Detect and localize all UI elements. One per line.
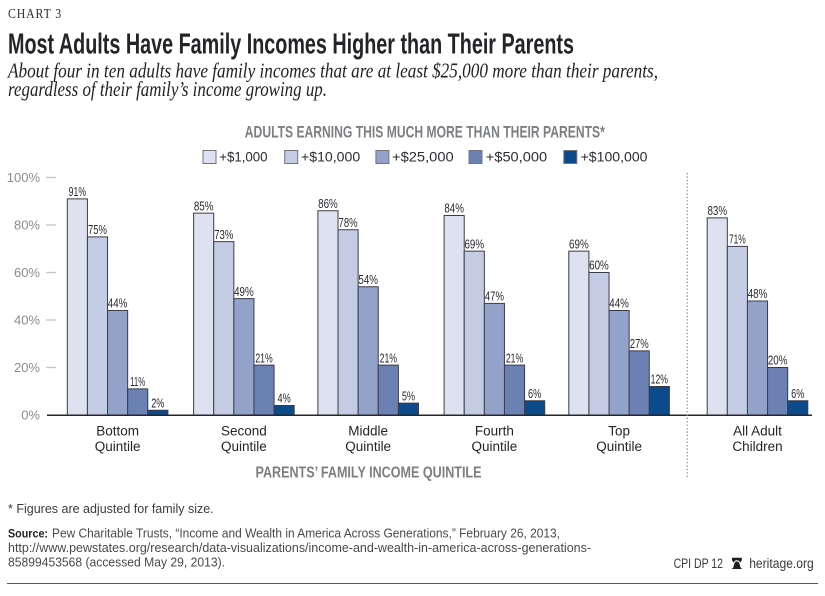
svg-text:About four in ten adults have: About four in ten adults have family inc… bbox=[6, 58, 658, 82]
svg-text:Quintile: Quintile bbox=[345, 439, 391, 454]
svg-text:69%: 69% bbox=[569, 236, 589, 251]
svg-text:69%: 69% bbox=[464, 236, 484, 251]
svg-text:ADULTS EARNING THIS MUCH MORE: ADULTS EARNING THIS MUCH MORE THAN THEIR… bbox=[245, 124, 605, 142]
svg-text:Second: Second bbox=[221, 424, 267, 439]
svg-text:Fourth: Fourth bbox=[475, 424, 514, 439]
svg-text:All Adult: All Adult bbox=[733, 424, 782, 439]
svg-text:20%: 20% bbox=[768, 353, 788, 368]
svg-text:+$10,000: +$10,000 bbox=[301, 150, 360, 165]
svg-text:CHART 3: CHART 3 bbox=[8, 7, 62, 22]
svg-text:100%: 100% bbox=[7, 170, 41, 185]
svg-text:21%: 21% bbox=[380, 350, 398, 365]
svg-text:85899453568 (accessed May 29,: 85899453568 (accessed May 29, 2013). bbox=[8, 556, 225, 570]
svg-text:78%: 78% bbox=[339, 215, 358, 230]
svg-text:CPI DP 12: CPI DP 12 bbox=[674, 556, 723, 571]
svg-text:6%: 6% bbox=[791, 386, 805, 401]
svg-text:54%: 54% bbox=[358, 272, 378, 287]
svg-text:71%: 71% bbox=[729, 232, 746, 247]
svg-text:Quintile: Quintile bbox=[95, 439, 141, 454]
svg-text:+$50,000: +$50,000 bbox=[486, 150, 547, 165]
svg-text:* Figures are adjusted for fam: * Figures are adjusted for family size. bbox=[8, 502, 214, 516]
svg-text:Source:: Source: bbox=[8, 527, 48, 541]
svg-text:Quintile: Quintile bbox=[596, 439, 642, 454]
svg-text:Middle: Middle bbox=[348, 424, 388, 439]
svg-text:84%: 84% bbox=[444, 201, 464, 216]
svg-text:Top: Top bbox=[608, 424, 630, 439]
svg-text:+$100,000: +$100,000 bbox=[581, 150, 648, 165]
svg-text:20%: 20% bbox=[14, 360, 40, 375]
svg-text:48%: 48% bbox=[748, 286, 768, 301]
svg-text:27%: 27% bbox=[630, 336, 649, 351]
svg-text:80%: 80% bbox=[14, 218, 40, 233]
svg-text:0%: 0% bbox=[21, 408, 40, 423]
svg-text:49%: 49% bbox=[234, 284, 254, 299]
svg-text:91%: 91% bbox=[69, 184, 87, 199]
svg-text:Quintile: Quintile bbox=[221, 439, 267, 454]
svg-text:86%: 86% bbox=[318, 196, 338, 211]
svg-text:+$25,000: +$25,000 bbox=[392, 150, 454, 165]
svg-text:85%: 85% bbox=[194, 198, 214, 213]
svg-text:21%: 21% bbox=[506, 350, 524, 365]
svg-text:PARENTS’ FAMILY INCOME QUINTIL: PARENTS’ FAMILY INCOME QUINTILE bbox=[256, 465, 482, 482]
svg-text:4%: 4% bbox=[278, 391, 292, 406]
svg-text:+$1,000: +$1,000 bbox=[219, 150, 267, 165]
svg-text:Quintile: Quintile bbox=[472, 439, 518, 454]
svg-text:73%: 73% bbox=[214, 227, 233, 242]
svg-text:44%: 44% bbox=[108, 296, 128, 311]
svg-text:2%: 2% bbox=[151, 395, 165, 410]
svg-text:Children: Children bbox=[732, 439, 782, 454]
svg-text:60%: 60% bbox=[14, 265, 40, 280]
svg-text:12%: 12% bbox=[651, 372, 669, 387]
svg-text:Most Adults Have Family Income: Most Adults Have Family Incomes Higher t… bbox=[8, 29, 574, 61]
svg-text:11%: 11% bbox=[130, 374, 145, 389]
svg-text:21%: 21% bbox=[255, 350, 273, 365]
svg-text:40%: 40% bbox=[14, 313, 40, 328]
svg-text:http://www.pewstates.org/resea: http://www.pewstates.org/research/data-v… bbox=[8, 541, 591, 555]
svg-text:60%: 60% bbox=[589, 258, 609, 273]
svg-text:44%: 44% bbox=[609, 296, 629, 311]
svg-text:75%: 75% bbox=[88, 222, 107, 237]
svg-text:Bottom: Bottom bbox=[96, 424, 139, 439]
svg-text:6%: 6% bbox=[528, 386, 542, 401]
svg-text:5%: 5% bbox=[402, 388, 416, 403]
svg-text:47%: 47% bbox=[485, 289, 504, 304]
svg-text:heritage.org: heritage.org bbox=[749, 556, 814, 571]
svg-text:Pew Charitable Trusts, “Income: Pew Charitable Trusts, “Income and Wealt… bbox=[52, 527, 560, 541]
svg-text:regardless of their family’s i: regardless of their family’s income grow… bbox=[8, 77, 327, 101]
svg-text:83%: 83% bbox=[707, 203, 727, 218]
